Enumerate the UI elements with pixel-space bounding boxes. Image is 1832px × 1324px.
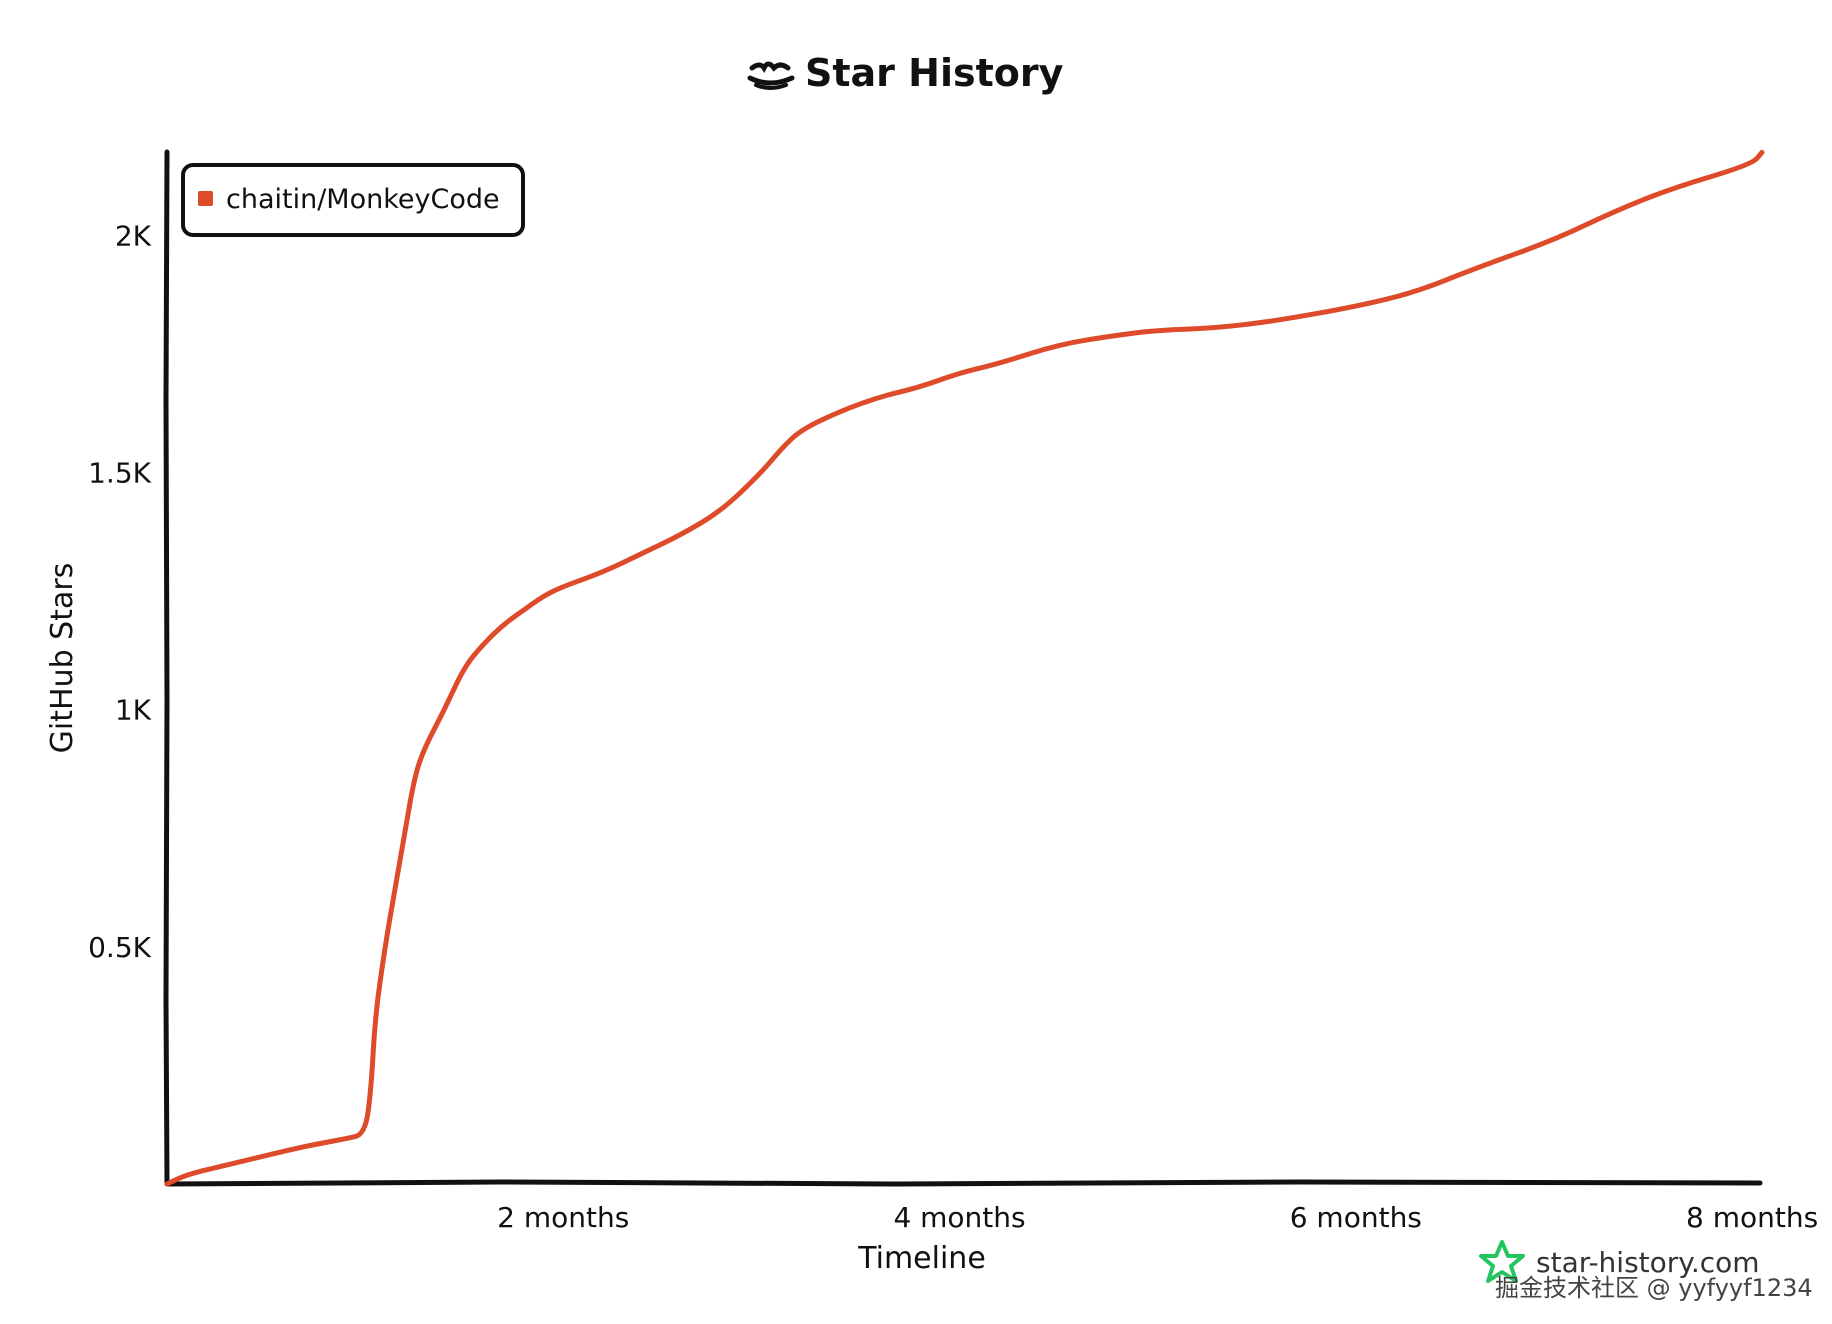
y-tick-label: 1K [115, 694, 152, 727]
chart-title-group: Star History [747, 51, 1064, 95]
series-layer [164, 149, 1765, 1187]
x-tick-label: 8 months [1686, 1201, 1818, 1234]
legend: chaitin/MonkeyCode [181, 163, 525, 237]
star-history-logo-icon [747, 61, 795, 90]
y-tick-label: 0.5K [88, 931, 152, 964]
x-tick-label: 6 months [1290, 1201, 1422, 1234]
star-history-brand-icon [1479, 1240, 1525, 1283]
x-tick-label: 2 months [497, 1201, 629, 1234]
x-axis-label: Timeline [857, 1241, 986, 1276]
credit-watermark: 掘金技术社区 @ yyfyyf1234 [1495, 1274, 1813, 1302]
y-axis-label: GitHub Stars [45, 563, 80, 754]
x-tick-labels: 2 months 4 months 6 months 8 months [497, 1201, 1818, 1234]
brand-text: star-history.com [1536, 1246, 1760, 1279]
watermark-group: star-history.com 掘金技术社区 @ yyfyyf1234 [1479, 1240, 1813, 1302]
y-tick-label: 1.5K [88, 457, 152, 490]
chart-title: Star History [805, 51, 1064, 95]
axes-group [163, 149, 1763, 1187]
y-axis-line [163, 149, 170, 1187]
series-line [164, 149, 1765, 1187]
legend-swatch [198, 191, 213, 206]
x-tick-label: 4 months [893, 1201, 1025, 1234]
y-tick-labels: 0.5K 1K 1.5K 2K [88, 219, 152, 963]
legend-box [181, 163, 525, 237]
legend-label: chaitin/MonkeyCode [226, 184, 500, 215]
y-tick-label: 2K [115, 219, 152, 252]
x-axis-line [164, 1179, 1763, 1187]
